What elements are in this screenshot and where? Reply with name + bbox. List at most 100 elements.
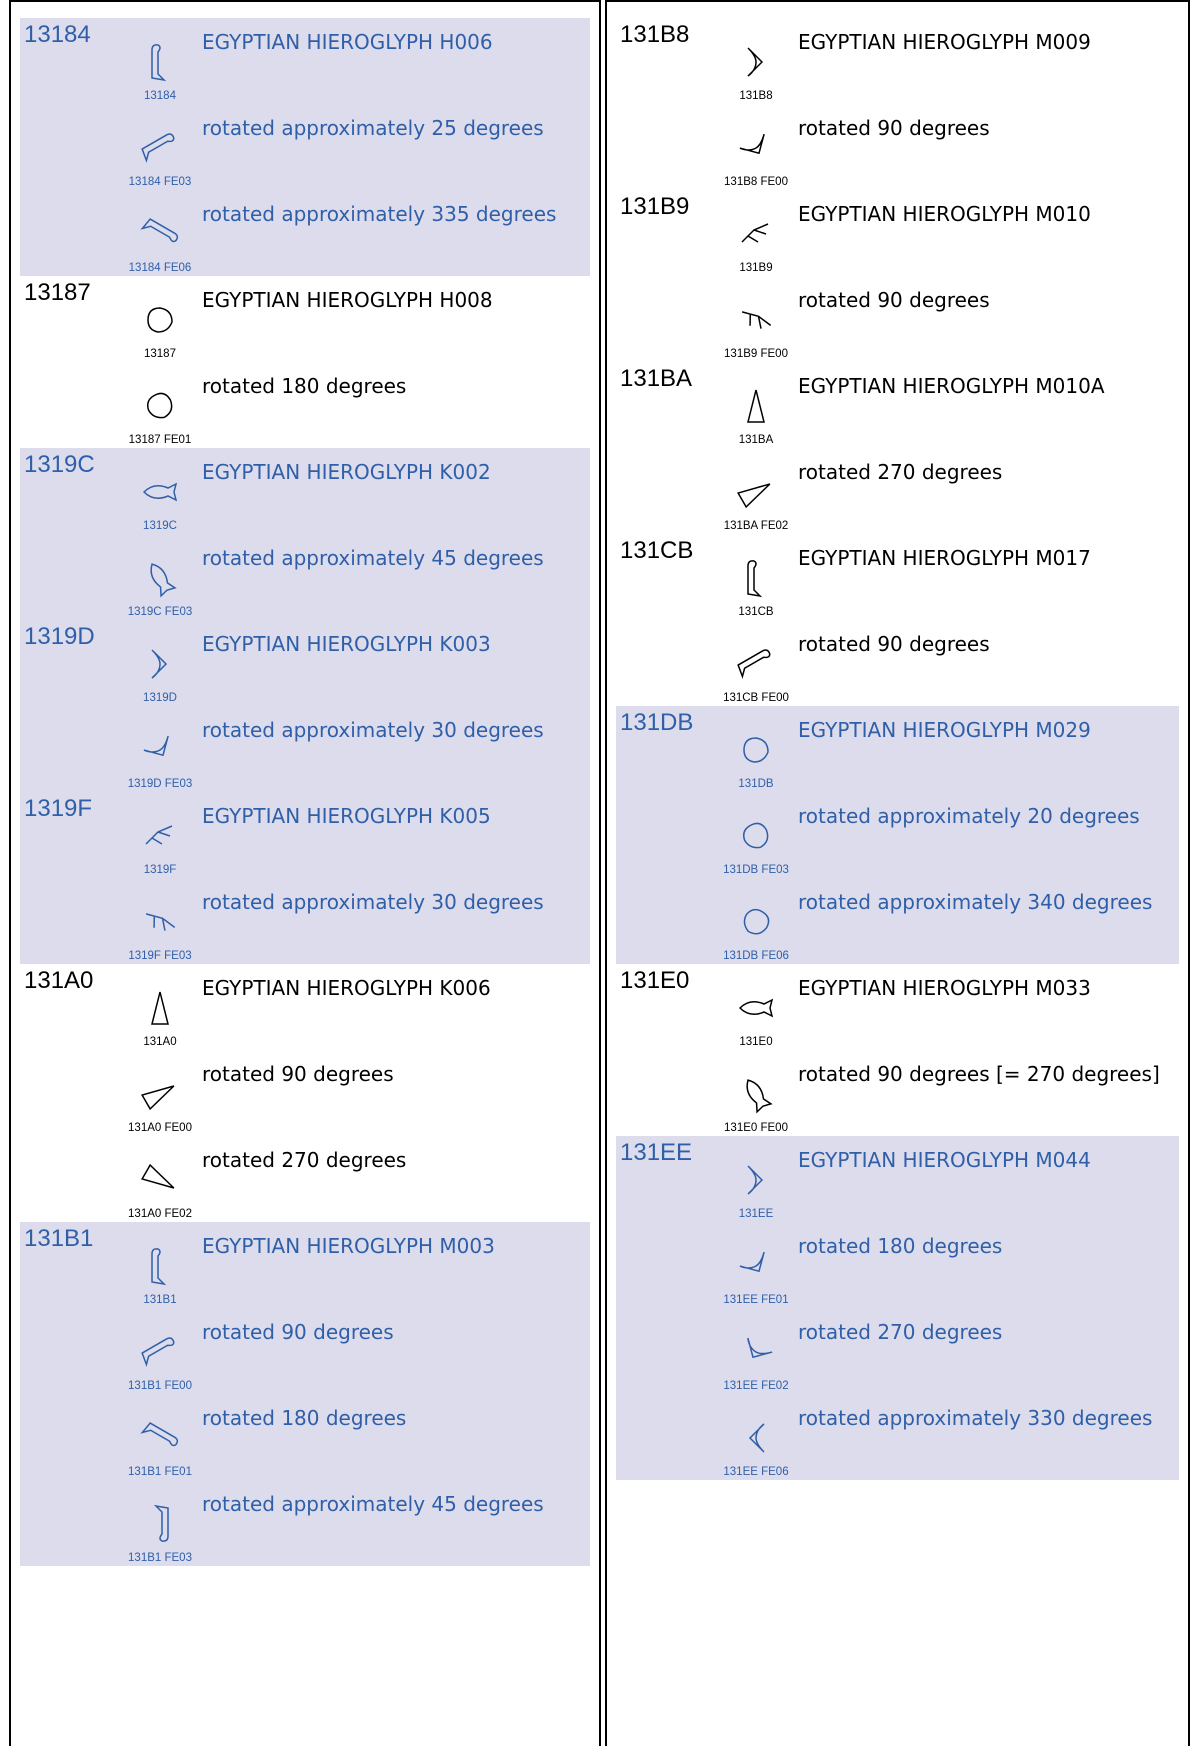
spacer	[20, 1308, 120, 1394]
glyph	[145, 913, 176, 931]
glyph-cell: 131B9 FE00	[716, 276, 796, 362]
spacer	[20, 706, 120, 792]
glyph-cell: 131DB FE03	[716, 792, 796, 878]
variant-row: 1319C 1319C EGYPTIAN HIEROGLYPH K002	[20, 448, 590, 534]
glyph-cell: 1319F	[120, 792, 200, 878]
glyph-label: 13187	[144, 348, 176, 360]
glyph-label: 131E0	[739, 1036, 773, 1048]
description: EGYPTIAN HIEROGLYPH M010A	[798, 374, 1105, 398]
glyph-label: 1319D FE03	[127, 778, 193, 790]
glyph-cell: 13184	[120, 18, 200, 104]
description: EGYPTIAN HIEROGLYPH M029	[798, 718, 1091, 742]
glyph-stroke	[737, 483, 771, 509]
code-point: 1319F	[24, 795, 93, 822]
glyph	[143, 735, 169, 757]
glyph-stroke	[747, 560, 763, 598]
glyph	[145, 825, 173, 845]
spacer	[20, 190, 120, 276]
column: 131B8 131B8 EGYPTIAN HIEROGLYPH M009 131B8 …	[605, 0, 1190, 1746]
description: EGYPTIAN HIEROGLYPH K006	[202, 976, 491, 1000]
description: EGYPTIAN HIEROGLYPH M010	[798, 202, 1091, 226]
glyph	[747, 1337, 773, 1359]
description: rotated 180 degrees	[202, 1406, 407, 1430]
glyph-label: 131B8 FE00	[724, 176, 788, 188]
glyph-stroke	[738, 998, 774, 1018]
entry: 13184 13184 EGYPTIAN HIEROGLYPH H006 13184 …	[20, 18, 590, 276]
entry: 1319C 1319C EGYPTIAN HIEROGLYPH K002 1319C …	[20, 448, 590, 620]
entry: 131A0 131A0 EGYPTIAN HIEROGLYPH K006 131A0 …	[20, 964, 590, 1222]
description: rotated approximately 340 degrees	[798, 890, 1153, 914]
glyph-label: 13184	[144, 90, 176, 102]
variant-row: 131EE FE06 rotated approximately 330 degr…	[616, 1394, 1179, 1480]
glyph-cell: 1319C	[120, 448, 200, 534]
glyph	[738, 998, 774, 1018]
spacer	[616, 1222, 716, 1308]
glyph-stroke	[145, 913, 176, 931]
glyph	[141, 1337, 175, 1367]
glyph-stroke	[141, 1337, 175, 1367]
glyph	[151, 1248, 167, 1286]
variant-row: 131A0 FE00 rotated 90 degrees	[20, 1050, 590, 1136]
glyph-stroke	[147, 307, 173, 333]
glyph-stroke	[153, 1504, 169, 1542]
glyph-stroke	[143, 735, 169, 757]
glyph-cell: 131EE FE01	[716, 1222, 796, 1308]
variant-row: 131B1 FE00 rotated 90 degrees	[20, 1308, 590, 1394]
glyph-label: 131B8	[739, 90, 773, 102]
glyph	[151, 44, 167, 82]
glyph	[146, 392, 173, 419]
glyph-cell: 131B8 FE00	[716, 104, 796, 190]
glyph-stroke	[746, 1079, 773, 1114]
glyph-cell: 131A0	[120, 964, 200, 1050]
description: rotated 270 degrees	[798, 1320, 1003, 1344]
spacer	[20, 1394, 120, 1480]
entry: 131B1 131B1 EGYPTIAN HIEROGLYPH M003 131B1 …	[20, 1222, 590, 1566]
description: EGYPTIAN HIEROGLYPH M003	[202, 1234, 495, 1258]
glyph-cell: 131EE	[716, 1136, 796, 1222]
glyph	[150, 563, 177, 598]
glyph-label: 131B9	[739, 262, 773, 274]
glyph-cell: 131DB	[716, 706, 796, 792]
glyph	[747, 47, 764, 77]
glyph	[140, 1422, 179, 1447]
glyph	[151, 991, 169, 1025]
glyph-stroke	[140, 1422, 179, 1447]
glyph-label: 1319C FE03	[127, 606, 193, 618]
description: rotated 90 degrees	[798, 116, 990, 140]
variant-row: 13187 FE01 rotated 180 degrees	[20, 362, 590, 448]
glyph-cell: 131A0 FE00	[120, 1050, 200, 1136]
glyph-cell: 131B8	[716, 18, 796, 104]
glyph-cell: 1319D FE03	[120, 706, 200, 792]
glyph-cell: 131DB FE06	[716, 878, 796, 964]
spacer	[616, 104, 716, 190]
spacer	[20, 878, 120, 964]
description: rotated 90 degrees	[202, 1062, 394, 1086]
entry: 131BA 131BA EGYPTIAN HIEROGLYPH M010A 131BA…	[616, 362, 1179, 534]
variant-row: 1319F FE03 rotated approximately 30 degre…	[20, 878, 590, 964]
glyph-cell: 131B1 FE01	[120, 1394, 200, 1480]
variant-row: 1319C FE03 rotated approximately 45 degre…	[20, 534, 590, 620]
variant-row: 131A0 FE02 rotated 270 degrees	[20, 1136, 590, 1222]
description: rotated approximately 25 degrees	[202, 116, 544, 140]
glyph-cell: 131B9	[716, 190, 796, 276]
variant-row: 13184 13184 EGYPTIAN HIEROGLYPH H006	[20, 18, 590, 104]
glyph	[140, 218, 179, 243]
glyph-label: 1319F FE03	[128, 950, 192, 962]
glyph-label: 131EE FE01	[723, 1294, 789, 1306]
variant-row: 1319D 1319D EGYPTIAN HIEROGLYPH K003	[20, 620, 590, 706]
glyph-label: 131A0 FE00	[128, 1122, 192, 1134]
variant-row: 131EE FE02 rotated 270 degrees	[616, 1308, 1179, 1394]
glyph-label: 1319C	[143, 520, 177, 532]
description: rotated approximately 30 degrees	[202, 718, 544, 742]
variant-row: 131EE FE01 rotated 180 degrees	[616, 1222, 1179, 1308]
variant-row: 131BA FE02 rotated 270 degrees	[616, 448, 1179, 534]
variant-row: 131A0 131A0 EGYPTIAN HIEROGLYPH K006	[20, 964, 590, 1050]
description: EGYPTIAN HIEROGLYPH M044	[798, 1148, 1091, 1172]
spacer	[616, 448, 716, 534]
glyph	[747, 389, 765, 423]
glyph-cell: 13184 FE06	[120, 190, 200, 276]
description: EGYPTIAN HIEROGLYPH H006	[202, 30, 493, 54]
code-point: 131E0	[620, 967, 690, 994]
description: rotated 90 degrees	[202, 1320, 394, 1344]
glyph-stroke	[140, 218, 179, 243]
